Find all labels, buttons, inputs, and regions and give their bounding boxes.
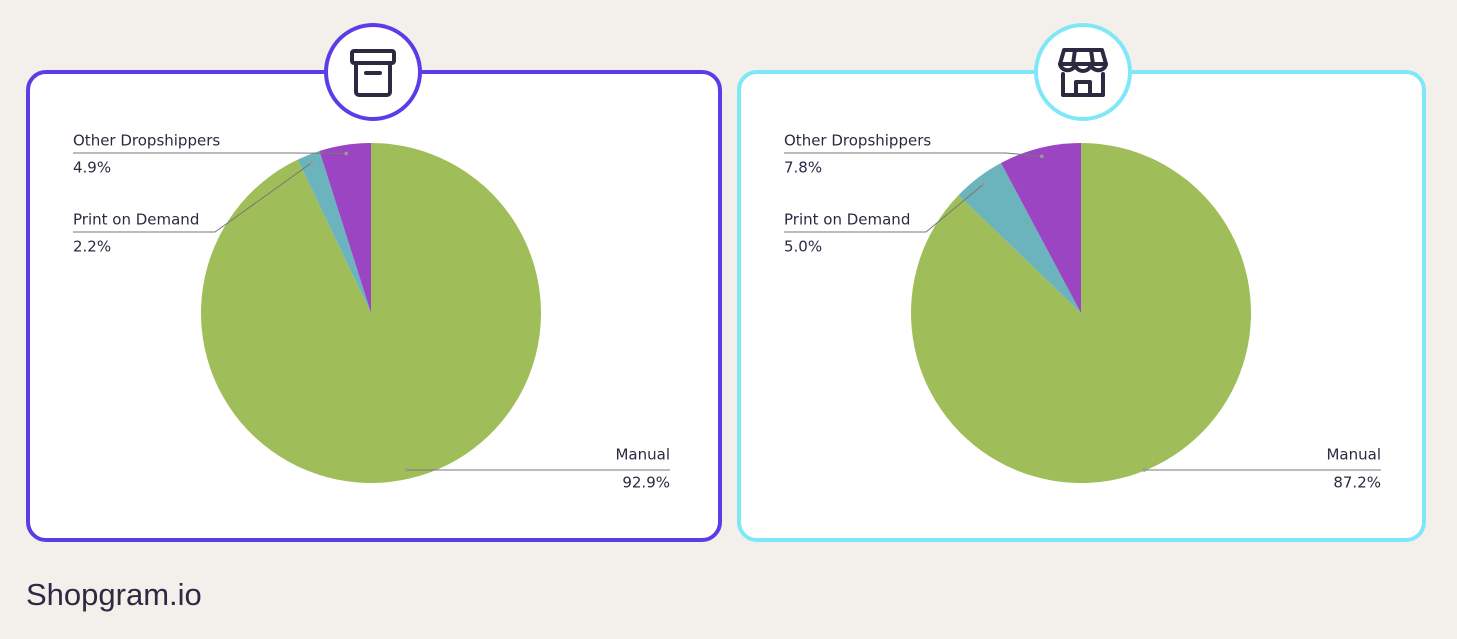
leader-dot	[1142, 468, 1147, 472]
leader-dot	[344, 151, 349, 156]
brand: Shopgram.io	[26, 577, 202, 612]
category-label: Other Dropshippers	[73, 132, 220, 150]
category-label: Other Dropshippers	[784, 132, 931, 150]
pie-slice	[319, 143, 371, 313]
leader-dot	[1040, 154, 1044, 159]
leader-dot	[981, 182, 986, 186]
value-label: 2.2%	[73, 238, 111, 256]
category-label: Manual	[1326, 446, 1381, 464]
leader-line	[73, 162, 312, 233]
category-label: Print on Demand	[73, 211, 199, 229]
value-label: 7.8%	[784, 159, 822, 177]
value-label: 5.0%	[784, 238, 822, 256]
pie-slice	[1000, 143, 1081, 313]
pie-slice	[201, 143, 541, 484]
store-icon	[1058, 48, 1108, 97]
pie-slice	[958, 163, 1081, 313]
leader-dot	[404, 468, 409, 472]
pies: Manual 92.9% Print on Demand 2.2% Other Drop…	[73, 132, 1381, 492]
leader-line	[784, 183, 984, 233]
value-label: 4.9%	[73, 159, 111, 177]
pie-slice	[297, 150, 371, 313]
value-label: 92.9%	[622, 474, 670, 492]
leader-dot	[309, 161, 314, 165]
category-label: Print on Demand	[784, 211, 910, 229]
leader-line	[784, 152, 1042, 157]
value-label: 87.2%	[1333, 474, 1381, 492]
category-label: Manual	[615, 446, 670, 464]
archive-icon	[350, 49, 396, 97]
